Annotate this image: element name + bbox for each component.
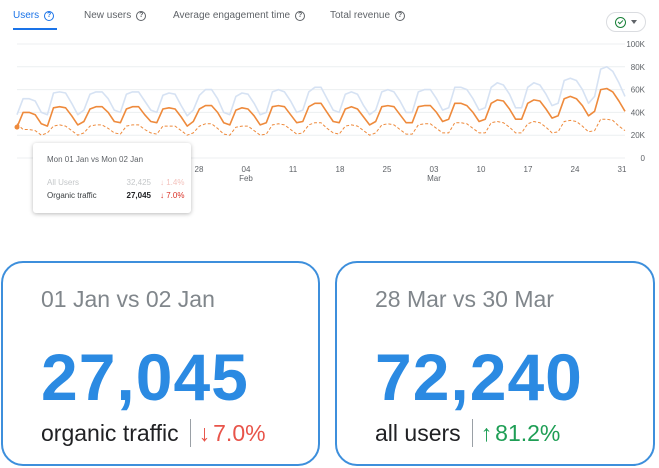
series-line-3 — [16, 118, 626, 136]
tooltip-label: All Users — [47, 178, 80, 187]
x-tick-label: 04 — [242, 165, 251, 174]
tooltip-change: ↓ 1.4% — [160, 178, 185, 187]
tooltip-value: 27,045 — [126, 191, 151, 200]
check-circle-icon — [615, 16, 626, 28]
x-tick-label: 10 — [477, 165, 486, 174]
y-tick-label: 0 — [641, 154, 646, 163]
card-footer: all users ↑ 81.2% — [375, 419, 560, 447]
x-tick-label: 17 — [524, 165, 533, 174]
tab-average-engagement-time-label: Average engagement time — [173, 10, 291, 21]
series-line-1 — [16, 65, 626, 117]
x-tick-label: 25 — [383, 165, 392, 174]
divider — [189, 419, 191, 447]
y-tick-label: 80K — [631, 63, 646, 72]
card-change: 7.0% — [213, 419, 266, 446]
tab-average-engagement-time[interactable]: Average engagement time ? — [173, 10, 306, 21]
y-tick-label: 20K — [631, 131, 646, 140]
arrow-up-icon: ↑ — [480, 419, 493, 446]
tooltip-change: ↓ 7.0% — [160, 191, 185, 200]
highlight-point — [14, 124, 20, 130]
card-date-range: 28 Mar vs 30 Mar — [375, 286, 554, 312]
series-line-2 — [16, 87, 626, 128]
tab-new-users[interactable]: New users ? — [84, 10, 147, 21]
active-tab-indicator — [13, 28, 57, 30]
chevron-down-icon — [631, 20, 637, 24]
stat-card-organic-traffic: 01 Jan vs 02 Jan 27,045 organic traffic … — [1, 261, 320, 466]
y-tick-label: 40K — [631, 108, 646, 117]
x-tick-label: 11 — [289, 165, 298, 174]
tooltip-row-all-users: All Users 32,425 ↓ 1.4% — [47, 178, 187, 187]
help-icon[interactable]: ? — [44, 10, 55, 21]
x-tick-sublabel: Mar — [427, 174, 441, 183]
tab-users[interactable]: Users ? — [13, 10, 55, 21]
y-tick-label: 60K — [631, 86, 646, 95]
x-tick-label: 03 — [430, 165, 439, 174]
stat-card-all-users: 28 Mar vs 30 Mar 72,240 all users ↑ 81.2… — [335, 261, 655, 466]
card-number: 27,045 — [41, 340, 249, 414]
help-icon[interactable]: ? — [395, 10, 406, 21]
card-metric-name: all users — [375, 419, 461, 446]
tab-total-revenue[interactable]: Total revenue ? — [330, 10, 406, 21]
tooltip-label: Organic traffic — [47, 191, 97, 200]
divider — [471, 419, 473, 447]
metric-tabs: Users ? New users ? Average engagement t… — [0, 0, 659, 34]
compare-toggle-button[interactable] — [606, 12, 646, 32]
tab-total-revenue-label: Total revenue — [330, 10, 391, 21]
x-tick-sublabel: Feb — [239, 174, 253, 183]
card-change: 81.2% — [495, 419, 561, 446]
x-tick-label: 24 — [571, 165, 580, 174]
help-icon[interactable]: ? — [136, 10, 147, 21]
arrow-down-icon: ↓ — [198, 419, 211, 446]
card-date-range: 01 Jan vs 02 Jan — [41, 286, 215, 312]
chart-tooltip: Mon 01 Jan vs Mon 02 Jan All Users 32,42… — [33, 143, 191, 213]
x-tick-label: 18 — [336, 165, 345, 174]
tab-new-users-label: New users — [84, 10, 132, 21]
tab-users-label: Users — [13, 10, 40, 21]
x-tick-label: 28 — [195, 165, 204, 174]
card-footer: organic traffic ↓ 7.0% — [41, 419, 266, 447]
help-icon[interactable]: ? — [295, 10, 306, 21]
y-tick-label: 100K — [626, 40, 645, 49]
tooltip-value: 32,425 — [126, 178, 151, 187]
card-metric-name: organic traffic — [41, 419, 179, 446]
x-tick-label: 31 — [618, 165, 627, 174]
card-number: 72,240 — [375, 340, 583, 414]
tooltip-title: Mon 01 Jan vs Mon 02 Jan — [47, 155, 144, 164]
tooltip-row-organic-traffic: Organic traffic 27,045 ↓ 7.0% — [47, 191, 187, 200]
